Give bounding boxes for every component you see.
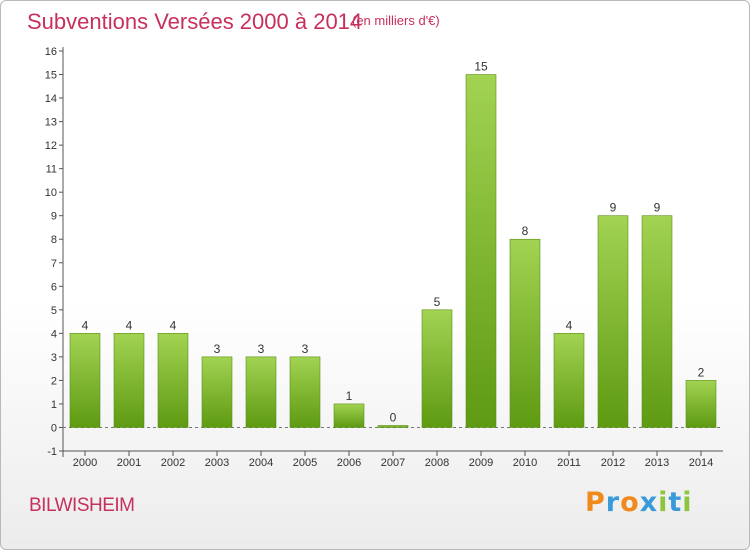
- x-tick-label: 2012: [601, 457, 625, 469]
- y-tick-label: 14: [45, 93, 57, 105]
- y-tick-label: 13: [45, 117, 57, 129]
- x-tick-label: 2013: [645, 457, 669, 469]
- bar-value-label: 4: [566, 318, 573, 332]
- x-tick-label: 2009: [469, 457, 493, 469]
- y-tick-label: 15: [45, 70, 57, 82]
- logo-letter: t: [668, 487, 683, 518]
- bar-value-label: 3: [214, 342, 221, 356]
- bar-value-label: 0: [390, 410, 397, 424]
- logo-letter: i: [658, 487, 669, 518]
- y-tick-label: -1: [47, 446, 57, 458]
- bar: [421, 309, 453, 428]
- y-tick-label: 5: [51, 305, 57, 317]
- x-tick-label: 2001: [117, 457, 141, 469]
- x-tick-label: 2005: [293, 457, 317, 469]
- bar: [289, 356, 321, 428]
- logo-letter: r: [605, 487, 621, 518]
- logo-letter: x: [639, 487, 659, 518]
- bar: [641, 215, 673, 428]
- x-tick-label: 2007: [381, 457, 405, 469]
- bar-value-label: 5: [434, 295, 441, 309]
- y-tick-label: 4: [51, 328, 57, 340]
- y-tick-label: 16: [45, 46, 57, 58]
- x-tick-label: 2002: [161, 457, 185, 469]
- bar: [509, 238, 541, 428]
- bar: [377, 425, 409, 428]
- bar-value-label: 9: [654, 201, 661, 215]
- x-tick-label: 2000: [73, 457, 97, 469]
- y-tick-label: 8: [51, 234, 57, 246]
- bar-value-label: 2: [698, 365, 705, 379]
- y-tick-label: 0: [51, 422, 57, 434]
- bar: [69, 333, 101, 428]
- bar-value-label: 3: [302, 342, 309, 356]
- bar-value-label: 4: [82, 318, 89, 332]
- y-tick-label: 6: [51, 281, 57, 293]
- bar: [201, 356, 233, 428]
- bar-value-label: 4: [126, 318, 133, 332]
- x-tick-label: 2006: [337, 457, 361, 469]
- x-tick-label: 2010: [513, 457, 537, 469]
- y-tick-label: 3: [51, 352, 57, 364]
- bar: [113, 333, 145, 428]
- logo-letter: P: [585, 487, 606, 518]
- bar-value-label: 15: [474, 60, 488, 74]
- bar: [245, 356, 277, 428]
- bar: [597, 215, 629, 428]
- y-tick-label: 9: [51, 211, 57, 223]
- x-tick-label: 2011: [557, 457, 581, 469]
- bar: [157, 333, 189, 428]
- bar-value-label: 3: [258, 342, 265, 356]
- y-tick-label: 11: [46, 164, 57, 176]
- x-tick-label: 2014: [689, 457, 713, 469]
- y-tick-label: 1: [51, 399, 57, 411]
- bar-value-label: 9: [610, 201, 617, 215]
- bar: [465, 74, 497, 428]
- bar-value-label: 4: [170, 318, 177, 332]
- bar: [685, 380, 717, 428]
- x-tick-label: 2008: [425, 457, 449, 469]
- y-tick-label: 2: [51, 375, 57, 387]
- y-tick-label: 12: [45, 140, 57, 152]
- logo-letter: i: [682, 487, 693, 518]
- logo-letter: o: [620, 487, 640, 518]
- bar-value-label: 1: [346, 389, 353, 403]
- y-tick-label: 10: [45, 187, 57, 199]
- chart-title: Subventions Versées 2000 à 2014: [27, 9, 363, 34]
- chart-unit-label: (en milliers d'€): [352, 13, 440, 28]
- commune-name: BILWISHEIM: [29, 495, 135, 516]
- bar: [553, 333, 585, 428]
- x-tick-label: 2003: [205, 457, 229, 469]
- x-tick-label: 2004: [249, 457, 273, 469]
- bar-value-label: 8: [522, 224, 529, 238]
- y-tick-label: 7: [51, 258, 57, 270]
- proxiti-logo: Proxiti: [585, 487, 693, 518]
- bar: [333, 403, 365, 428]
